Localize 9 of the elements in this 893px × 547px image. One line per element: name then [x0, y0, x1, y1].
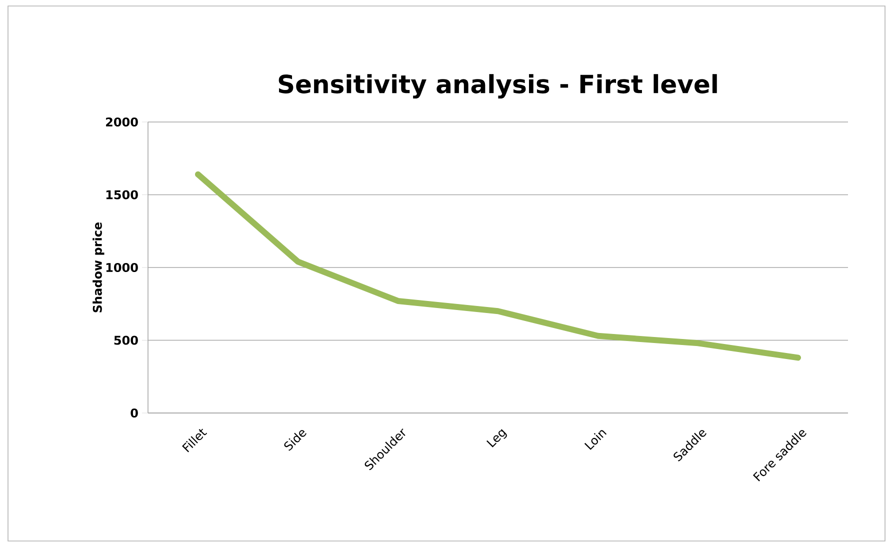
y-tick-label: 500: [114, 336, 138, 345]
y-tick-label: 2000: [106, 117, 138, 127]
y-tick-label: 1500: [106, 190, 138, 200]
chart-title: Sensitivity analysis - First level: [278, 74, 717, 98]
x-tick-label: Leg: [486, 429, 507, 448]
y-tick-label: 1000: [106, 262, 138, 272]
y-tick-label: 0: [130, 408, 138, 418]
x-tick-label: Loin: [584, 430, 607, 450]
y-axis-title: Shadow price: [92, 222, 104, 312]
